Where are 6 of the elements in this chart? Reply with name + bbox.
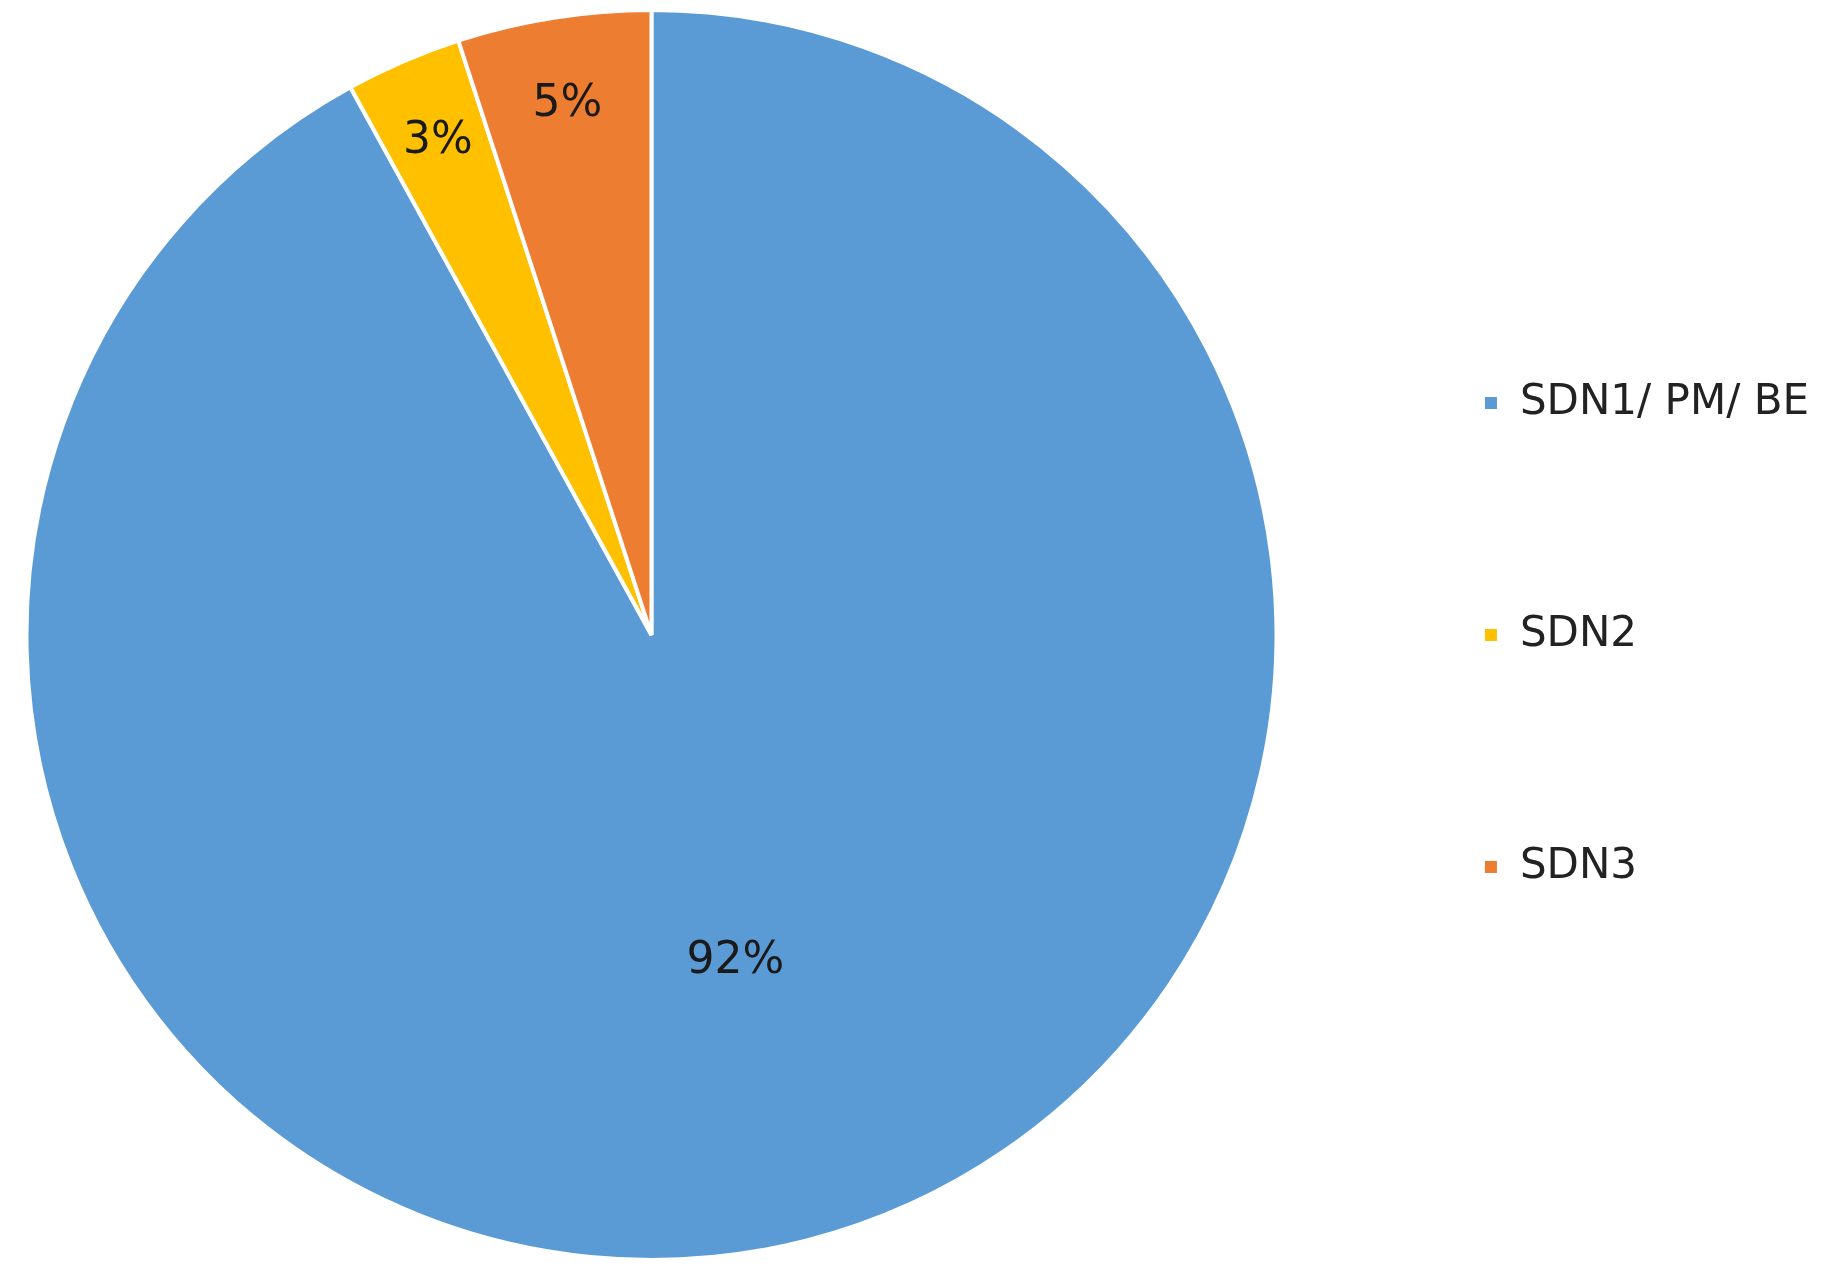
legend-label: SDN1/ PM/ BE bbox=[1519, 374, 1809, 424]
legend-label: SDN2 bbox=[1519, 606, 1638, 656]
data-label: 5% bbox=[532, 74, 603, 126]
data-label: 92% bbox=[686, 932, 785, 984]
data-label: 3% bbox=[403, 112, 473, 164]
legend-label: SDN3 bbox=[1519, 838, 1638, 888]
